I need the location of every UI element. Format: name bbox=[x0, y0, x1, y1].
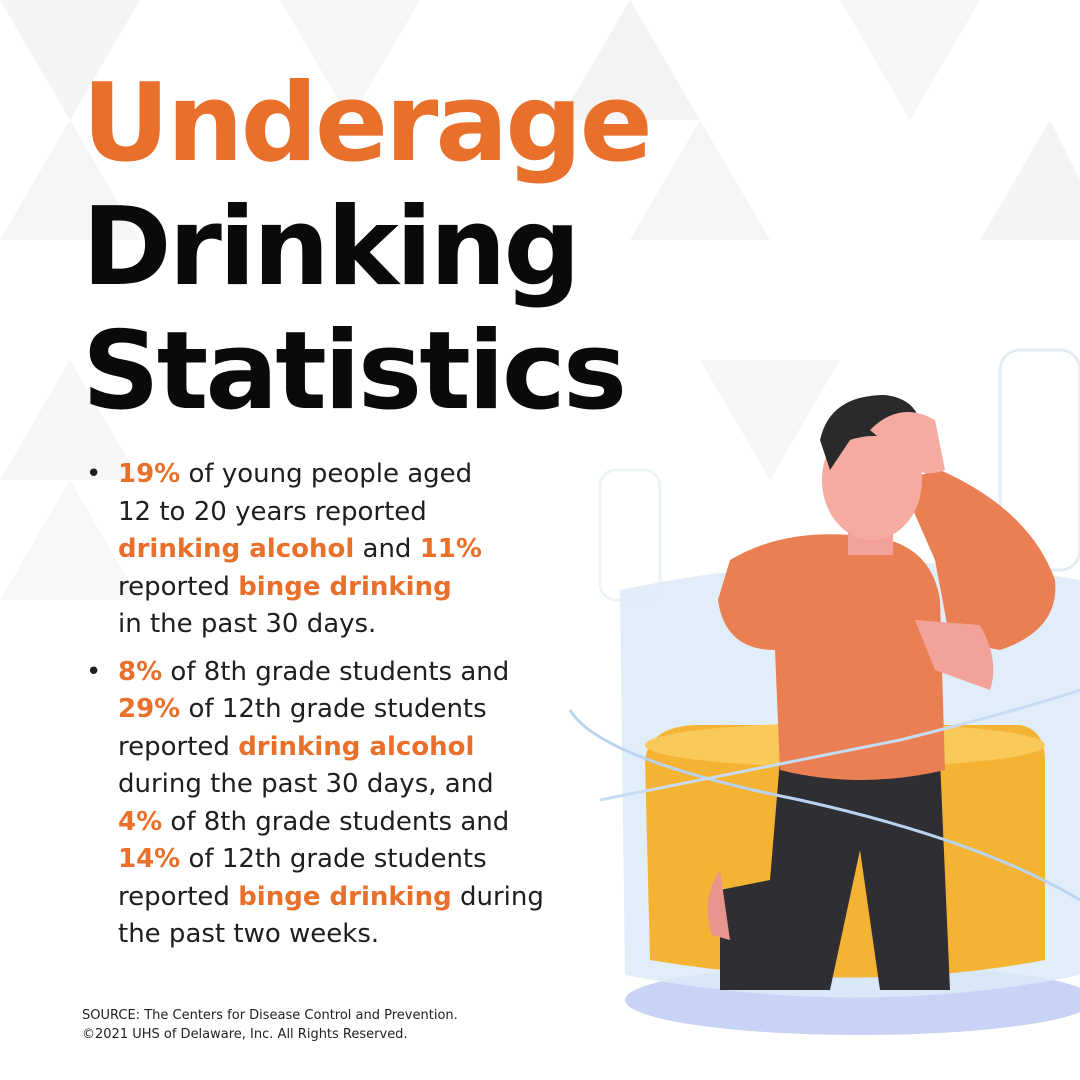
bullet-line: 4% of 8th grade students and bbox=[118, 804, 544, 842]
footer-line: SOURCE: The Centers for Disease Control … bbox=[82, 1008, 458, 1023]
bullet-line: reported binge drinking bbox=[118, 569, 544, 607]
highlight-text: binge drinking bbox=[238, 571, 452, 602]
title-line: Statistics bbox=[82, 309, 627, 434]
text: of 8th grade students and bbox=[162, 656, 510, 687]
footer-line: ©2021 UHS of Delaware, Inc. All Rights R… bbox=[82, 1027, 408, 1042]
text: reported bbox=[118, 881, 239, 912]
highlight-text: 19% bbox=[118, 459, 181, 489]
title: Underage Drinking Statistics bbox=[82, 61, 653, 434]
highlight-text: 29% bbox=[118, 694, 181, 724]
text: of 8th grade students and bbox=[162, 806, 510, 837]
bullet-line: the past two weeks. bbox=[118, 916, 544, 954]
text: reported bbox=[118, 731, 239, 762]
text: of young people aged bbox=[180, 459, 473, 489]
highlight-text: drinking alcohol bbox=[118, 534, 355, 564]
text: in the past 30 days. bbox=[118, 609, 377, 639]
bullet-line: 12 to 20 years reported bbox=[118, 494, 544, 532]
highlight-text: binge drinking bbox=[238, 881, 452, 912]
text: 12 to 20 years reported bbox=[118, 496, 427, 527]
text: during the past 30 days, and bbox=[118, 769, 494, 799]
bullet-line: during the past 30 days, and bbox=[118, 766, 544, 804]
bullet-line: 14% of 12th grade students bbox=[118, 841, 544, 879]
footer: SOURCE: The Centers for Disease Control … bbox=[82, 1006, 458, 1044]
text: the past two weeks. bbox=[118, 919, 380, 949]
bullet-line: 19% of young people aged bbox=[118, 456, 544, 494]
bullet-line: drinking alcohol and 11% bbox=[118, 531, 544, 569]
text: reported bbox=[118, 571, 239, 602]
title-line: Underage bbox=[82, 61, 653, 186]
text: and bbox=[354, 534, 420, 564]
highlight-text: 4% bbox=[118, 806, 163, 837]
title-line: Drinking bbox=[82, 185, 581, 310]
bullet-line: 8% of 8th grade students and bbox=[118, 654, 544, 692]
text: of 12th grade students bbox=[180, 694, 487, 724]
bullet-line: reported binge drinking during bbox=[118, 879, 544, 917]
highlight-text: 11% bbox=[419, 534, 482, 564]
bullet-line: in the past 30 days. bbox=[118, 606, 544, 644]
text: of 12th grade students bbox=[180, 844, 487, 874]
text: during bbox=[451, 881, 544, 912]
highlight-text: 14% bbox=[118, 844, 181, 874]
highlight-text: 8% bbox=[118, 656, 163, 687]
bullet-line: reported drinking alcohol bbox=[118, 729, 544, 767]
bullet-line: 29% of 12th grade students bbox=[118, 691, 544, 729]
highlight-text: drinking alcohol bbox=[238, 731, 475, 762]
